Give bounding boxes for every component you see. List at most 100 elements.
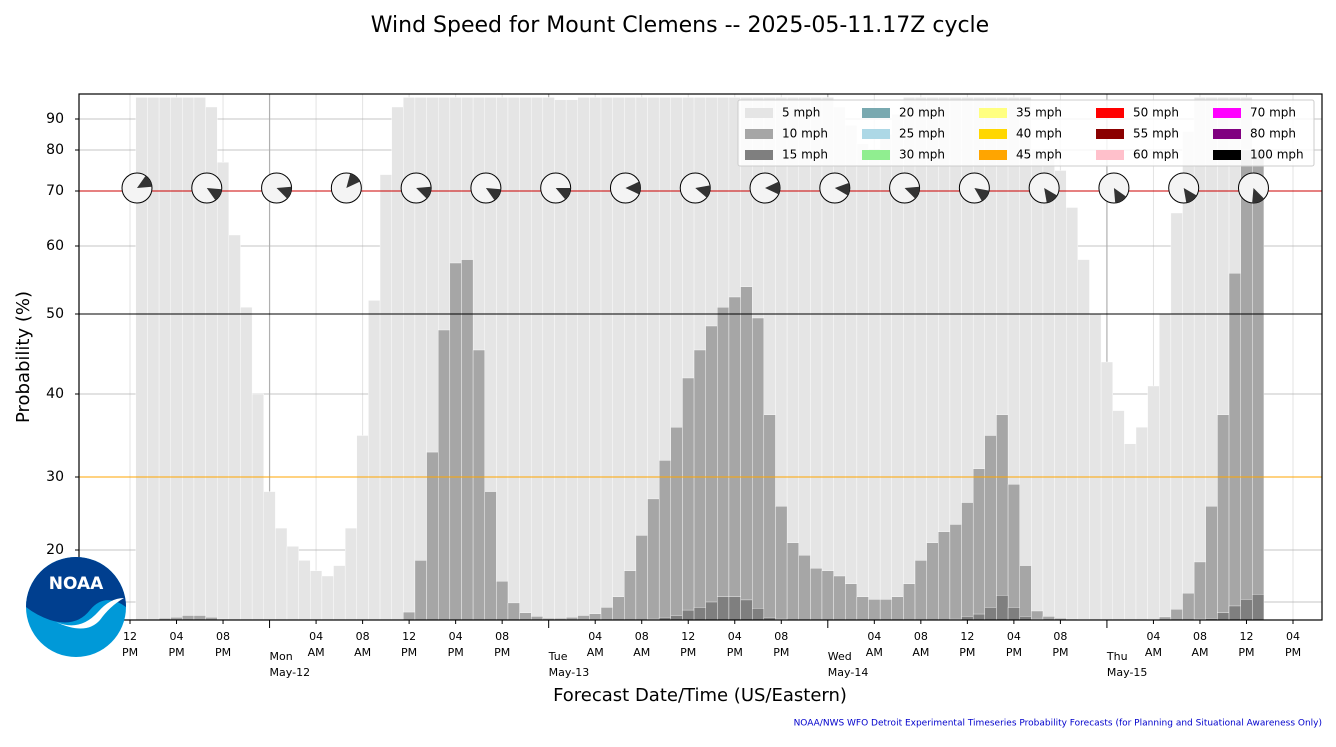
legend-swatch xyxy=(745,129,773,139)
bar xyxy=(228,234,241,620)
wind-icon xyxy=(400,172,432,204)
wind-wedge xyxy=(1113,188,1127,203)
x-tick-label-line: May-12 xyxy=(270,666,311,679)
x-tick-label: 04 AM xyxy=(866,630,883,659)
bar xyxy=(1159,313,1172,620)
x-tick-label-line: PM xyxy=(494,646,510,659)
bar xyxy=(1112,410,1125,620)
plot-frame xyxy=(78,93,1323,621)
x-tick-label: Mon May-12 xyxy=(270,650,311,679)
bar xyxy=(414,560,427,620)
bar xyxy=(798,555,811,620)
x-tick-label: 12 PM xyxy=(1238,630,1254,659)
bar xyxy=(1217,414,1230,620)
x-tick-label-line: 12 xyxy=(1239,630,1253,643)
bar xyxy=(775,506,788,620)
legend-label: 40 mph xyxy=(1016,127,1062,141)
wind-wedge xyxy=(276,186,292,199)
bar xyxy=(879,599,892,620)
legend-label: 60 mph xyxy=(1133,148,1179,162)
bar xyxy=(624,570,637,620)
x-tick-label: 08 PM xyxy=(215,630,231,659)
bar xyxy=(1252,594,1265,620)
x-tick-label-line: PM xyxy=(959,646,975,659)
bar xyxy=(868,599,881,620)
y-tick-label: 20 xyxy=(46,542,64,558)
overlay xyxy=(121,172,1269,204)
bar xyxy=(1205,506,1218,620)
legend-label: 50 mph xyxy=(1133,106,1179,120)
bar xyxy=(182,97,195,620)
x-tick-label-line: AM xyxy=(354,646,371,659)
legend-swatch xyxy=(979,129,1007,139)
wind-wedge xyxy=(416,186,432,199)
bar xyxy=(251,393,264,620)
x-tick-label-line: AM xyxy=(587,646,604,659)
bar xyxy=(612,596,625,620)
bar xyxy=(193,615,206,620)
x-tick-label-line: May-14 xyxy=(828,666,869,679)
bar xyxy=(182,615,195,620)
bar xyxy=(845,583,858,620)
bar xyxy=(1170,609,1183,620)
legend-label: 70 mph xyxy=(1250,106,1296,120)
bar xyxy=(1124,443,1137,620)
wind-icon xyxy=(330,172,362,204)
wind-icon xyxy=(889,172,921,204)
bar xyxy=(275,527,288,620)
wind-wedge xyxy=(346,173,360,188)
x-tick-label-line: PM xyxy=(1006,646,1022,659)
legend-swatch xyxy=(745,150,773,160)
wind-wedge xyxy=(1044,188,1058,203)
bar xyxy=(368,300,381,620)
wind-icon xyxy=(1168,172,1200,204)
wind-wedge xyxy=(904,186,920,199)
bar xyxy=(1100,361,1113,620)
bar xyxy=(1007,607,1020,620)
wind-wedge xyxy=(625,181,641,195)
x-tick-label: 08 PM xyxy=(494,630,510,659)
x-tick-label-line: PM xyxy=(1238,646,1254,659)
x-tick-label-line: Tue xyxy=(548,650,568,663)
bar xyxy=(298,560,311,620)
legend-swatch xyxy=(1213,108,1241,118)
wind-icon xyxy=(191,172,223,204)
bar xyxy=(682,377,695,620)
x-tick-label: Thu May-15 xyxy=(1106,650,1148,679)
legend-swatch xyxy=(862,129,890,139)
y-tick-label: 30 xyxy=(46,469,64,485)
bar xyxy=(1252,149,1265,620)
x-tick-label: 04 PM xyxy=(1285,630,1301,659)
bar xyxy=(333,565,346,620)
wind-icon xyxy=(540,172,572,204)
legend-label: 100 mph xyxy=(1250,148,1304,162)
wind-icon xyxy=(1098,172,1130,204)
y-tick-label: 70 xyxy=(46,183,64,199)
legend-swatch xyxy=(862,108,890,118)
x-tick-label-line: 04 xyxy=(170,630,184,643)
x-tick-label-line: PM xyxy=(215,646,231,659)
wind-wedge xyxy=(834,182,850,196)
x-tick-label-line: PM xyxy=(727,646,743,659)
logo-text: NOAA xyxy=(49,574,104,594)
bar xyxy=(658,460,671,620)
bar xyxy=(484,491,497,620)
x-tick-label: Tue May-13 xyxy=(548,650,590,679)
wind-wedge xyxy=(1252,188,1265,203)
legend-swatch xyxy=(1213,129,1241,139)
bar xyxy=(1170,212,1183,620)
bar xyxy=(147,97,160,620)
bar xyxy=(577,97,590,620)
bar xyxy=(286,546,299,620)
bar xyxy=(914,560,927,620)
bar xyxy=(984,435,997,620)
bar xyxy=(240,307,253,620)
bar xyxy=(263,491,276,620)
bar xyxy=(507,97,520,620)
x-tick-label-line: AM xyxy=(633,646,650,659)
x-tick-label-line: May-15 xyxy=(1107,666,1148,679)
bar xyxy=(682,609,695,620)
x-tick-label: 08 AM xyxy=(1191,630,1208,659)
x-tick-label-line: PM xyxy=(448,646,464,659)
bar xyxy=(705,325,718,620)
